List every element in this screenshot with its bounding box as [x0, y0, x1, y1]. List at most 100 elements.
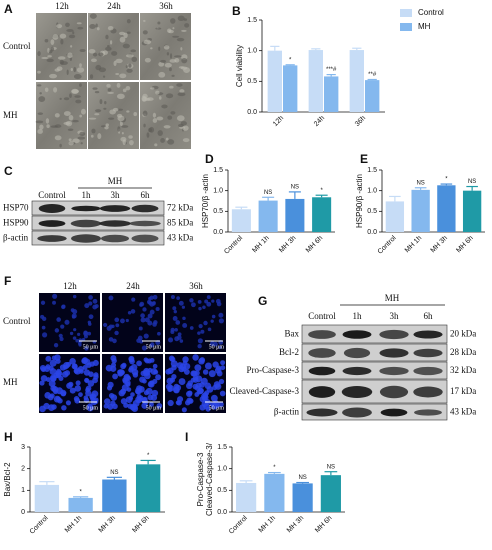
- nucleus: [131, 297, 136, 302]
- cell-texture: [163, 45, 170, 50]
- y-tick-label: 3: [21, 444, 25, 451]
- cell-texture: [158, 71, 166, 78]
- cell-texture: [117, 126, 121, 132]
- cell-texture: [68, 34, 76, 39]
- cell-texture: [165, 93, 174, 99]
- blot-band: [342, 330, 372, 339]
- nucleus: [114, 330, 119, 336]
- blot-band: [413, 366, 443, 376]
- y-tick-label: 1.5: [217, 444, 227, 451]
- cell-texture: [45, 118, 50, 124]
- nucleus: [144, 317, 150, 323]
- cell-texture: [130, 49, 137, 53]
- column-label: 36h: [159, 1, 173, 11]
- nucleus: [206, 295, 211, 300]
- y-tick-label: 1.0: [217, 466, 227, 473]
- nucleus: [110, 394, 118, 401]
- cell-texture: [115, 58, 123, 64]
- nucleus: [174, 328, 178, 332]
- nucleus: [189, 326, 194, 330]
- protein-label: HSP90: [3, 218, 29, 228]
- cell-texture: [142, 30, 148, 35]
- nucleus: [150, 394, 158, 401]
- cell-texture: [88, 117, 97, 120]
- bar: [231, 209, 251, 232]
- nucleus: [172, 306, 177, 311]
- cell-texture: [54, 135, 62, 141]
- x-tick-label: MH 6h: [131, 515, 151, 535]
- nucleus: [120, 318, 125, 324]
- cell-texture: [81, 108, 86, 115]
- x-tick-label: MH 1h: [404, 235, 424, 255]
- nucleus: [65, 400, 71, 406]
- cell-texture: [63, 111, 71, 117]
- nucleus: [173, 383, 180, 390]
- y-axis-label: Pro-Caspase-3: [196, 452, 205, 506]
- nucleus: [42, 332, 48, 338]
- significance: NS: [327, 464, 335, 470]
- nucleus: [150, 342, 155, 347]
- cell-texture: [65, 22, 70, 27]
- nucleus: [151, 301, 156, 306]
- x-tick-label: MH 3h: [430, 235, 450, 255]
- nucleus: [150, 368, 158, 375]
- cell-texture: [95, 23, 98, 28]
- cell-texture: [181, 29, 187, 32]
- nucleus: [55, 370, 63, 378]
- cell-texture: [176, 83, 183, 87]
- nucleus: [216, 301, 222, 307]
- y-axis-label: Cell viability: [235, 45, 244, 87]
- x-tick-label: 24h: [313, 115, 326, 128]
- bar: [385, 201, 405, 232]
- cell-texture: [80, 142, 83, 145]
- nucleus: [51, 386, 59, 393]
- significance: NS: [416, 180, 424, 186]
- nucleus: [52, 300, 56, 305]
- nucleus: [123, 402, 129, 408]
- panel-letter: F: [4, 274, 11, 288]
- cell-texture: [119, 73, 127, 79]
- cell-texture: [60, 38, 64, 45]
- cell-texture: [50, 46, 55, 52]
- bar: [236, 482, 257, 512]
- cell-texture: [49, 73, 58, 79]
- nucleus: [39, 380, 45, 386]
- cell-texture: [99, 99, 103, 105]
- nucleus: [190, 370, 197, 377]
- nucleus: [198, 324, 203, 329]
- nucleus: [137, 335, 143, 341]
- cell-texture: [89, 13, 97, 19]
- size-label: 17 kDa: [450, 386, 476, 396]
- cell-texture: [167, 28, 172, 33]
- nucleus: [110, 355, 117, 362]
- size-label: 72 kDa: [167, 203, 193, 213]
- nucleus: [130, 392, 135, 397]
- column-label: 24h: [107, 1, 121, 11]
- x-tick-label: MH 6h: [305, 235, 325, 255]
- cell-texture: [171, 74, 175, 77]
- nucleus: [118, 389, 125, 397]
- nucleus: [92, 298, 98, 304]
- cell-texture: [63, 121, 71, 125]
- nucleus: [108, 337, 114, 342]
- nucleus: [185, 400, 191, 406]
- blot-strip: [301, 361, 448, 380]
- y-tick-label: 1.0: [213, 188, 223, 195]
- nucleus: [204, 362, 212, 370]
- nucleus: [58, 333, 63, 338]
- nucleus: [182, 322, 188, 328]
- y-tick-label: 1.0: [247, 48, 257, 55]
- blot-band: [308, 386, 336, 398]
- nucleus: [147, 313, 153, 319]
- bar: [324, 76, 339, 112]
- y-tick-label: 2: [21, 466, 25, 473]
- cell-texture: [54, 113, 60, 118]
- cell-texture: [128, 63, 132, 68]
- nucleus: [169, 377, 175, 383]
- y-tick-label: 0.0: [213, 229, 223, 236]
- nucleus: [59, 364, 67, 371]
- cell-texture: [113, 60, 117, 66]
- cell-texture: [108, 117, 115, 120]
- nucleus: [92, 359, 99, 367]
- cell-texture: [59, 59, 64, 65]
